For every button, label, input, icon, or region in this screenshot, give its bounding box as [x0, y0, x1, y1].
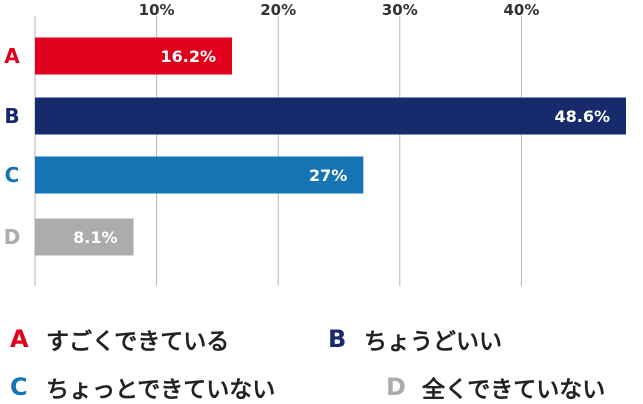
legend-item-c: C ちょっとできていない — [10, 370, 275, 404]
bar-value-label-a: 16.2% — [160, 47, 216, 66]
bar-b — [35, 97, 626, 135]
legend-label-b: ちょうどいい — [364, 329, 502, 355]
legend-label-c: ちょっとできていない — [46, 377, 276, 403]
x-tick-label: 40% — [503, 1, 539, 19]
bar-value-label-b: 48.6% — [554, 107, 610, 126]
bar-value-label-d: 8.1% — [73, 228, 117, 247]
category-labels: A B C D — [4, 44, 21, 249]
category-label-a: A — [4, 44, 20, 68]
bar-d — [35, 218, 134, 256]
legend-key-a: A — [10, 325, 29, 353]
bar-a — [35, 37, 232, 75]
category-label-c: C — [5, 163, 20, 187]
legend-item-a: A すごくできている — [10, 322, 229, 356]
bar-value-labels: 16.2% 48.6% 27% 8.1% — [73, 47, 610, 247]
bar-c — [35, 156, 364, 194]
legend-label-a: すごくできている — [46, 329, 230, 355]
legend-key-c: C — [10, 373, 28, 401]
legend-key-d: D — [386, 373, 406, 401]
bars — [35, 37, 626, 256]
category-label-b: B — [4, 104, 19, 128]
bar-chart: 10% 20% 30% 40% A B C D 16.2% 48.6% 27% 8.1% — [4, 1, 626, 286]
legend-label-d: 全くできていない — [422, 377, 606, 403]
x-tick-label: 20% — [260, 1, 296, 19]
x-tick-label: 10% — [139, 1, 175, 19]
legend: A すごくできている B ちょうどいい C ちょっとできていない D 全くできて… — [0, 300, 643, 404]
bar-value-label-c: 27% — [309, 166, 347, 185]
x-tick-label: 30% — [382, 1, 418, 19]
legend-item-b: B ちょうどいい — [328, 322, 502, 356]
x-axis-ticks: 10% 20% 30% 40% — [139, 1, 540, 19]
category-label-d: D — [4, 225, 21, 249]
legend-key-b: B — [328, 325, 347, 353]
legend-item-d: D 全くできていない — [386, 370, 605, 404]
